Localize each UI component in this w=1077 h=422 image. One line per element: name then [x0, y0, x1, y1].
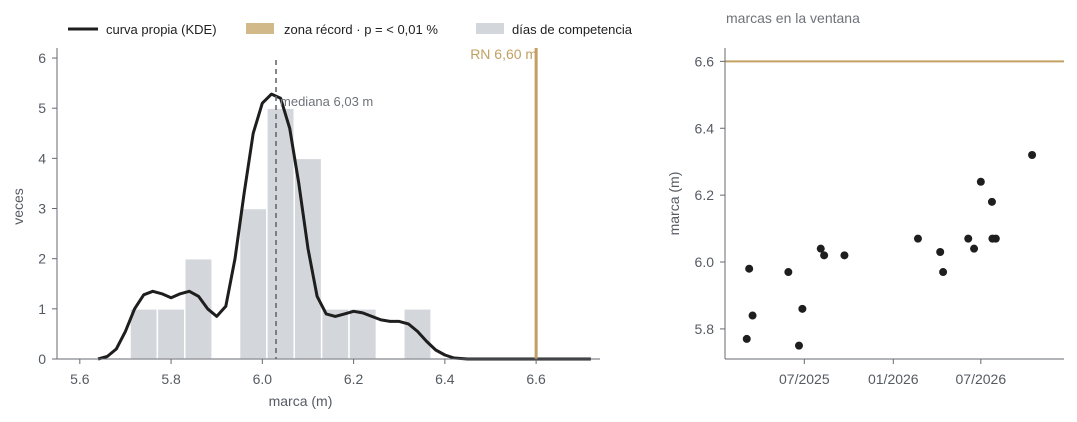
scatter-point: [976, 177, 985, 186]
scatter-point: [840, 251, 849, 260]
histogram-bar: [403, 308, 432, 360]
scatter-point: [939, 268, 948, 277]
scatter-point: [970, 244, 979, 253]
x-tick-label: 6.0: [253, 371, 273, 387]
scatter-point: [798, 304, 807, 313]
median-label: mediana 6,03 m: [280, 94, 373, 109]
histogram-y-ticks: 0 1 2 3 4 5 6: [38, 50, 57, 367]
y-tick-label: 2: [38, 251, 46, 267]
histogram-panel: mediana 6,03 m RN 6,60 m 5.6 5.8 6.0 6.2 6.4…: [10, 46, 600, 409]
record-label: RN 6,60 m: [470, 46, 537, 62]
scatter-point: [742, 334, 751, 343]
scatter-point: [748, 311, 757, 320]
y-tick-label: 0: [38, 351, 46, 367]
histogram-bar: [129, 308, 159, 360]
x-tick-label: 07/2025: [779, 371, 830, 387]
y-tick-label: 1: [38, 301, 46, 317]
x-tick-label: 5.8: [161, 371, 181, 387]
y-tick-label: 4: [38, 150, 46, 166]
x-tick-label: 01/2026: [868, 371, 919, 387]
legend-bars-label: días de competencia: [512, 22, 633, 37]
scatter-point: [991, 234, 1000, 243]
legend-kde-label: curva propia (KDE): [106, 22, 217, 37]
scatter-point: [816, 244, 825, 253]
scatter-panel: marcas en la ventana 07/2025 01/2026 07/20…: [666, 10, 1064, 387]
scatter-point: [1028, 151, 1037, 160]
legend: curva propia (KDE) zona récord · p = < 0…: [68, 22, 633, 37]
histogram-bar: [266, 107, 296, 360]
x-tick-label: 5.6: [70, 371, 90, 387]
histogram-y-axis-label: veces: [10, 188, 26, 225]
scatter-point: [987, 197, 996, 206]
y-tick-label: 6.4: [695, 120, 715, 136]
scatter-x-ticks: 07/2025 01/2026 07/2026: [779, 359, 1006, 387]
scatter-points: [742, 151, 1037, 350]
histogram-bar: [238, 207, 268, 360]
histogram-bar: [156, 308, 186, 360]
y-tick-label: 6.6: [695, 53, 715, 69]
scatter-title: marcas en la ventana: [726, 10, 860, 26]
scatter-y-ticks: 5.8 6.0 6.2 6.4 6.6: [695, 53, 725, 337]
scatter-point: [784, 268, 793, 277]
scatter-point: [745, 264, 754, 273]
scatter-point: [794, 341, 803, 350]
x-tick-label: 6.4: [435, 371, 455, 387]
legend-record-swatch: [246, 23, 274, 34]
histogram-x-ticks: 5.6 5.8 6.0 6.2 6.4 6.6: [70, 359, 546, 387]
y-tick-label: 6.2: [695, 187, 715, 203]
y-tick-label: 5: [38, 100, 46, 116]
scatter-point: [820, 251, 829, 260]
kde-curve: [97, 92, 591, 361]
x-tick-label: 07/2026: [956, 371, 1007, 387]
scatter-point: [913, 234, 922, 243]
y-tick-label: 5.8: [695, 321, 715, 337]
y-tick-label: 6.0: [695, 254, 715, 270]
scatter-y-axis-label: marca (m): [666, 172, 682, 236]
scatter-point: [936, 247, 945, 256]
legend-bars-swatch: [476, 23, 504, 34]
y-tick-label: 6: [38, 50, 46, 66]
legend-record-label: zona récord · p = < 0,01 %: [284, 22, 438, 37]
histogram-x-axis-label: marca (m): [269, 393, 333, 409]
x-tick-label: 6.6: [526, 371, 546, 387]
x-tick-label: 6.2: [344, 371, 364, 387]
scatter-point: [964, 234, 973, 243]
y-tick-label: 3: [38, 201, 46, 217]
